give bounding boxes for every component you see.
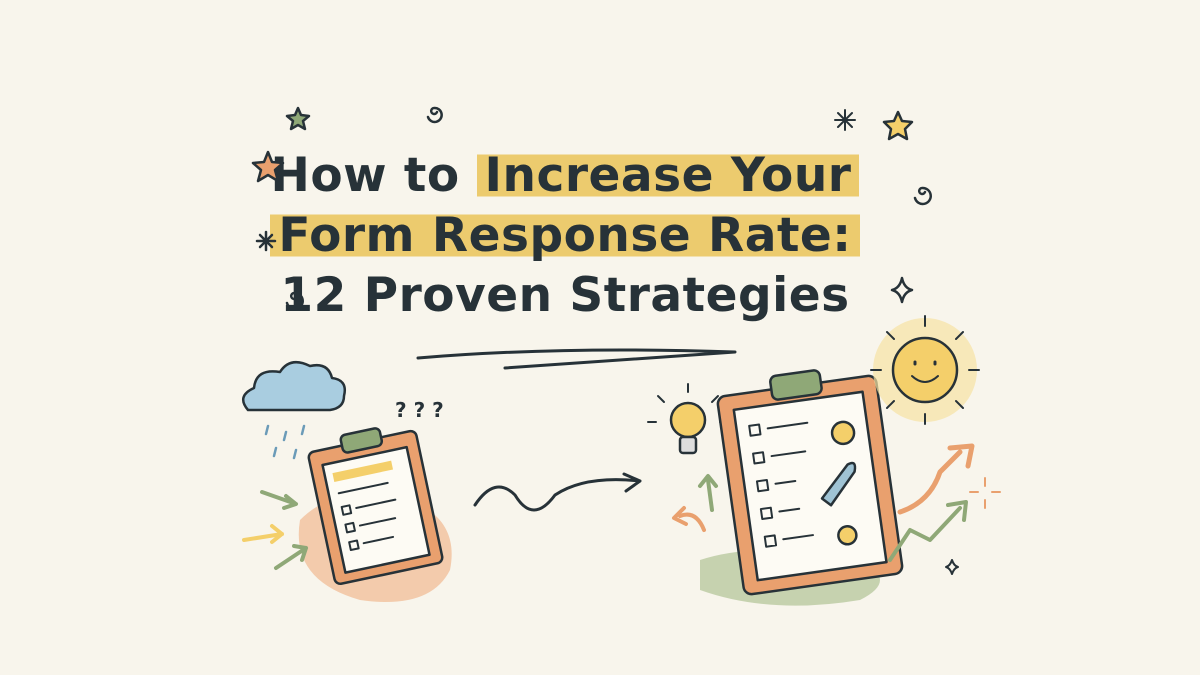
- swirl-icon: [426, 106, 443, 124]
- title-highlight: Form Response Rate:: [270, 208, 860, 263]
- sun-icon: [870, 315, 980, 425]
- lightbulb-icon: [647, 383, 729, 455]
- sparkle-icon: [834, 109, 856, 131]
- growth-arrow: [897, 443, 975, 515]
- cloud-icon: [241, 360, 346, 412]
- underline-swoosh: [416, 348, 737, 370]
- arrow-icon: [260, 490, 298, 510]
- swirl-icon: [285, 291, 304, 311]
- title-line-1: How to Increase Your: [0, 148, 1130, 203]
- growth-arrow: [698, 474, 718, 512]
- title-line-2: Form Response Rate:: [0, 208, 1130, 263]
- growth-arrow: [888, 500, 968, 562]
- title-highlight: Increase Your: [476, 148, 860, 203]
- star-icon: [251, 150, 285, 183]
- question-marks: ? ? ?: [395, 398, 444, 422]
- title-plain: How to: [270, 148, 477, 203]
- sparkle-icon: [969, 477, 1001, 509]
- sparkle-icon: [255, 230, 277, 252]
- growth-arrow: [672, 506, 706, 532]
- sparkle-icon: [945, 559, 959, 575]
- swirl-icon: [913, 186, 932, 206]
- title-line-3: 12 Proven Strategies: [280, 268, 850, 323]
- arrow-icon: [274, 544, 308, 570]
- star-icon: [285, 106, 311, 131]
- clipboard-before: [307, 427, 444, 586]
- rain-icon: [264, 424, 306, 460]
- star-icon: [882, 110, 914, 141]
- clipboard-after: [716, 369, 904, 596]
- sparkle-icon: [890, 276, 914, 304]
- arrow-icon: [242, 524, 284, 544]
- transition-arrow: [473, 472, 642, 512]
